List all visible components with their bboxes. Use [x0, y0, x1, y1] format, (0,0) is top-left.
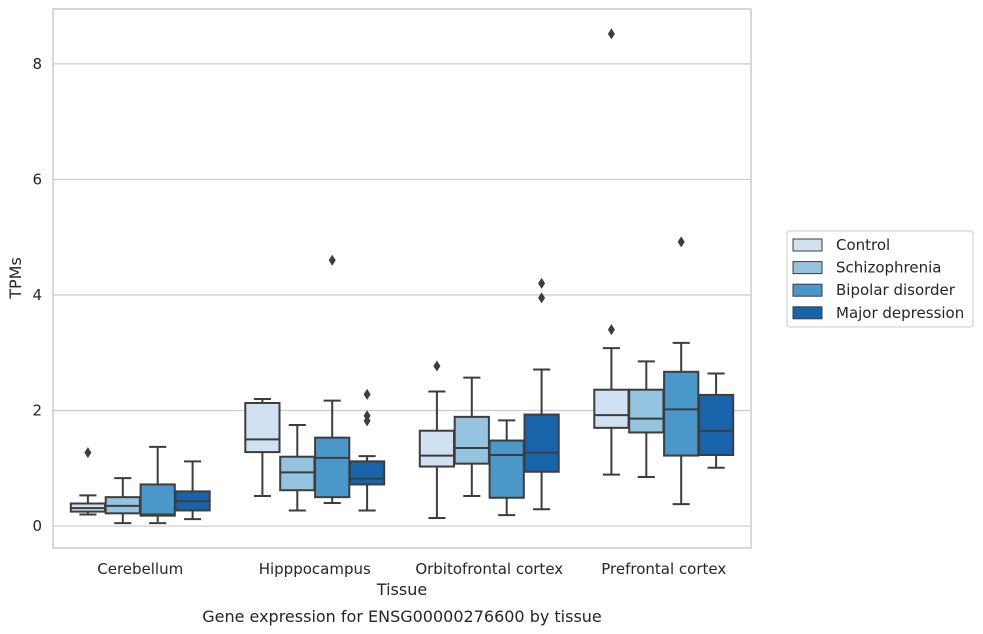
box-1-1	[279, 423, 316, 512]
box-iqr	[663, 370, 700, 457]
outlier-point	[363, 410, 371, 422]
box-iqr	[348, 460, 386, 486]
legend-label: Major depression	[836, 304, 964, 322]
box-0-1	[104, 477, 141, 525]
legend-label: Schizophrenia	[836, 259, 941, 277]
x-axis-label: Tissue	[376, 580, 427, 599]
box-1-0	[244, 397, 281, 498]
x-tick-label: Prefrontal cortex	[601, 560, 726, 578]
box-0-2	[139, 445, 176, 525]
outlier-point	[607, 324, 615, 336]
box-3-1	[628, 360, 665, 478]
y-tick-label: 6	[32, 170, 42, 188]
y-axis-ticks: 0 2 4 6 8	[32, 55, 42, 535]
y-axis-label: TPMs	[6, 257, 25, 300]
plot-frame	[52, 8, 752, 549]
box-1-3	[348, 388, 386, 512]
y-tick-label: 2	[32, 402, 42, 420]
box-iqr	[453, 415, 490, 465]
box-iqr	[418, 429, 456, 468]
y-tick-label: 8	[32, 55, 42, 73]
outlier-point	[433, 360, 441, 372]
box-3-2	[663, 236, 700, 506]
box-1-2	[314, 254, 351, 504]
outlier-point	[363, 388, 371, 400]
legend-frame	[786, 230, 974, 328]
box-iqr	[314, 436, 351, 499]
box-iqr	[593, 388, 630, 429]
box-plots	[69, 28, 735, 525]
legend-label: Control	[836, 236, 890, 254]
box-iqr	[697, 393, 735, 456]
box-iqr	[488, 439, 525, 499]
box-iqr	[139, 483, 176, 517]
outlier-point	[328, 254, 336, 266]
legend-label: Bipolar disorder	[836, 281, 956, 299]
y-tick-label: 0	[32, 517, 42, 535]
legend-swatch	[792, 283, 823, 297]
box-2-2	[488, 419, 525, 517]
x-tick-label: Hipppocampus	[259, 560, 371, 578]
outlier-point	[538, 292, 546, 304]
legend: Control Schizophrenia Bipolar disorder Majo…	[786, 230, 974, 328]
box-iqr	[244, 401, 281, 454]
box-iqr	[279, 455, 316, 492]
outlier-point	[677, 236, 685, 248]
box-3-0	[593, 28, 630, 476]
outlier-point	[84, 447, 92, 459]
box-2-0	[418, 360, 456, 519]
y-tick-label: 4	[32, 286, 42, 304]
box-0-0	[69, 447, 107, 516]
legend-swatch	[792, 306, 823, 320]
box-2-3	[523, 277, 560, 511]
box-iqr	[523, 413, 560, 473]
legend-swatch	[792, 261, 823, 275]
figure-caption: Gene expression for ENSG00000276600 by t…	[202, 607, 602, 626]
box-3-3	[697, 372, 735, 469]
legend-swatch	[792, 238, 823, 252]
x-tick-label: Orbitofrontal cortex	[415, 560, 563, 578]
outlier-point	[538, 277, 546, 289]
box-0-3	[174, 460, 211, 521]
box-iqr	[628, 388, 665, 434]
x-tick-label: Cerebellum	[97, 560, 183, 578]
box-2-1	[453, 376, 490, 498]
outlier-point	[607, 28, 615, 40]
x-axis-ticks: Cerebellum Hipppocampus Orbitofrontal cort…	[97, 560, 726, 578]
